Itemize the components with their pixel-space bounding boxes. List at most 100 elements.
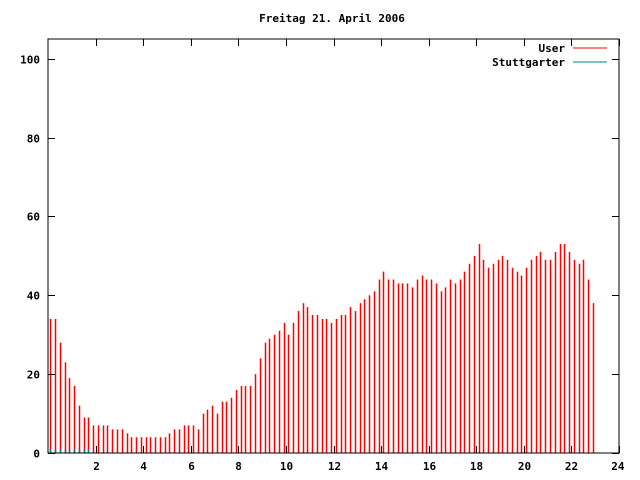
stuttgarter-bar [73, 449, 76, 453]
user-bar [559, 244, 562, 453]
user-bar [78, 405, 81, 453]
user-bar [83, 417, 86, 453]
stuttgarter-bar [64, 449, 67, 453]
user-bar [444, 287, 447, 453]
user-bar [482, 259, 485, 453]
user-bar [368, 295, 371, 453]
stuttgarter-bar [68, 449, 71, 453]
user-bar [316, 315, 319, 453]
user-bar [435, 283, 438, 453]
stuttgarter-bar [87, 449, 90, 453]
user-bar [459, 279, 462, 453]
user-bar [264, 342, 267, 453]
stuttgarter-bar [54, 449, 57, 453]
user-bar [520, 275, 523, 453]
user-bar [330, 322, 333, 453]
user-bar [197, 429, 200, 453]
user-bar [230, 397, 233, 453]
user-bar [425, 279, 428, 453]
user-bar [202, 413, 205, 453]
user-bar [587, 279, 590, 453]
user-bar [283, 322, 286, 453]
user-bar [549, 259, 552, 453]
user-bar [168, 433, 171, 453]
user-bar [363, 299, 366, 453]
user-bar [392, 279, 395, 453]
user-bar [297, 311, 300, 453]
y-tick-label: 60 [27, 211, 40, 224]
user-bar [292, 322, 295, 453]
user-bar [430, 279, 433, 453]
user-bar [468, 263, 471, 453]
user-bar [421, 275, 424, 453]
x-tick-label: 12 [328, 460, 341, 473]
user-bar [49, 318, 52, 453]
user-bar [244, 385, 247, 453]
x-tick-label: 10 [280, 460, 293, 473]
user-bar [135, 437, 138, 453]
user-bar [111, 429, 114, 453]
user-bar [159, 437, 162, 453]
user-bar [145, 437, 148, 453]
user-bar [268, 338, 271, 453]
user-bar [106, 425, 109, 453]
x-tick-label: 6 [188, 460, 195, 473]
x-tick-label: 24 [611, 460, 625, 473]
y-tick-label: 80 [27, 133, 40, 146]
user-bar [278, 330, 281, 453]
user-bar [554, 251, 557, 453]
x-tick-label: 16 [423, 460, 437, 473]
user-bar [544, 259, 547, 453]
user-bar [382, 271, 385, 453]
y-tick-label: 20 [27, 369, 40, 382]
legend: User Stuttgarter [492, 42, 607, 69]
user-bar [154, 437, 157, 453]
user-bar [92, 425, 95, 453]
user-bar [259, 358, 262, 453]
user-bar [373, 291, 376, 453]
user-bar [121, 429, 124, 453]
x-tick-label: 20 [518, 460, 531, 473]
user-bar [287, 334, 290, 453]
user-bar [254, 374, 257, 453]
user-bar [221, 401, 224, 453]
user-bar [116, 429, 119, 453]
user-bar [306, 307, 309, 453]
user-bar [321, 318, 324, 453]
user-bar [530, 259, 533, 453]
user-bar [487, 267, 490, 453]
user-bar [211, 405, 214, 453]
user-bar [563, 244, 566, 453]
user-bar [140, 437, 143, 453]
user-bar [535, 255, 538, 453]
stuttgarter-bar [49, 449, 52, 453]
user-bar [97, 425, 100, 453]
user-bar [568, 251, 571, 453]
user-bar [225, 401, 228, 453]
user-bar [397, 283, 400, 453]
user-bar [183, 425, 186, 453]
user-bar [463, 271, 466, 453]
user-bar [501, 255, 504, 453]
plot-frame [47, 38, 620, 454]
user-bar [440, 291, 443, 453]
user-bar [240, 385, 243, 453]
user-bar [206, 409, 209, 453]
x-tick-label: 22 [565, 460, 578, 473]
user-bar [497, 259, 500, 453]
user-bar [335, 318, 338, 453]
legend-label-user: User [539, 42, 566, 55]
user-bar [73, 385, 76, 453]
user-bar [187, 425, 190, 453]
user-bar [511, 267, 514, 453]
user-bar [273, 334, 276, 453]
user-bar [102, 425, 105, 453]
user-bar [506, 259, 509, 453]
user-bar [340, 315, 343, 453]
user-bar [325, 318, 328, 453]
y-tick-label: 100 [20, 54, 40, 67]
x-tick-label: 8 [235, 460, 242, 473]
y-tick-label: 0 [33, 448, 40, 461]
